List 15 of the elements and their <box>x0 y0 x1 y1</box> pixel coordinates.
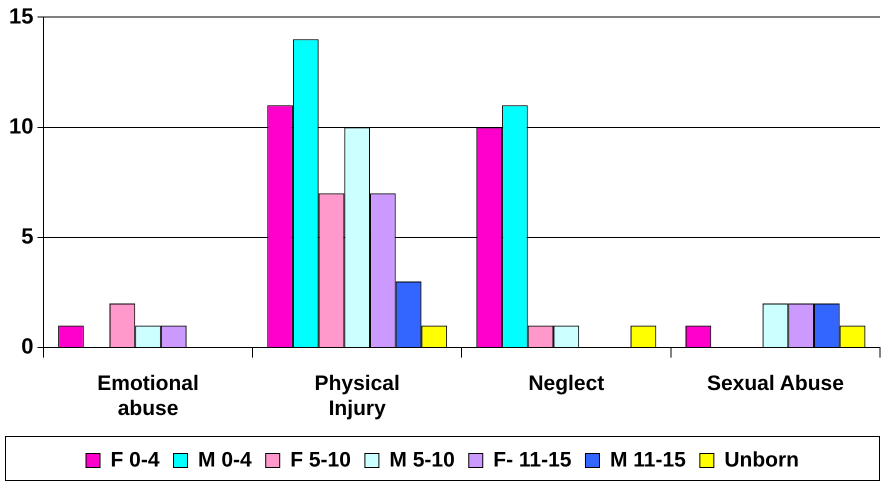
y-tick-label: 10 <box>8 113 34 138</box>
x-tick-label: Physical Injury <box>314 372 400 420</box>
legend-label: M 0-4 <box>198 448 252 472</box>
y-tick-label: 0 <box>21 334 34 359</box>
legend-label: M 11-15 <box>610 448 686 472</box>
legend-label: Unborn <box>724 448 799 472</box>
x-tick-label: Emotional abuse <box>97 372 199 420</box>
x-tick-label: Sexual Abuse <box>706 372 844 395</box>
y-tick-label: 15 <box>8 3 34 28</box>
x-tick-label: Neglect <box>528 372 604 395</box>
y-tick-label: 5 <box>21 224 34 249</box>
legend-label: F 5-10 <box>290 448 351 472</box>
legend-label: F- 11-15 <box>493 448 572 472</box>
legend-label: M 5-10 <box>389 448 455 472</box>
legend-label: F 0-4 <box>110 448 160 472</box>
